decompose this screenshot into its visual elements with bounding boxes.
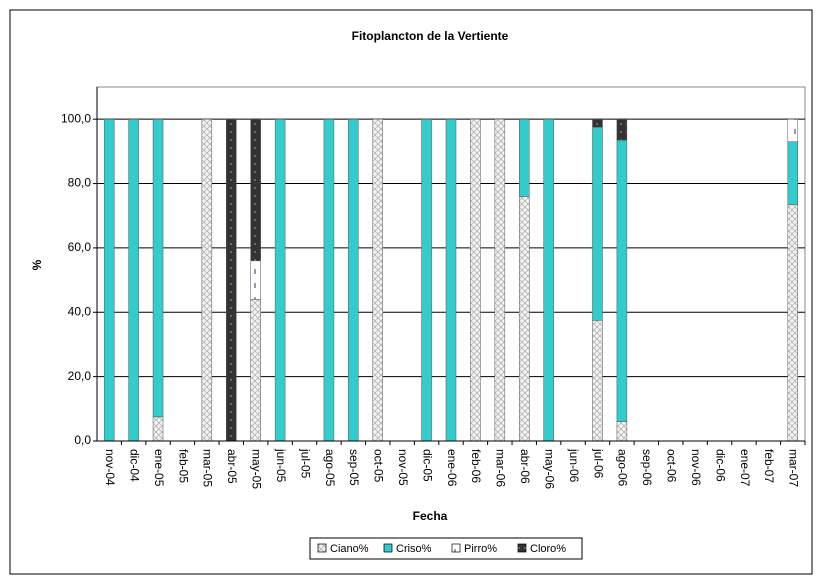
bar-segment xyxy=(518,196,530,442)
x-tick-label: feb-06 xyxy=(469,449,483,483)
y-tick-label: 0,0 xyxy=(74,433,91,447)
bar-segment xyxy=(616,139,628,422)
x-axis-label: Fecha xyxy=(413,509,448,523)
bar-segment xyxy=(372,118,384,442)
legend-box xyxy=(309,537,583,560)
bar-segment xyxy=(616,118,628,141)
y-tick-label: 100,0 xyxy=(61,111,91,125)
x-tick-label: jun-05 xyxy=(274,448,288,483)
bar-segment xyxy=(787,204,799,442)
bar-segment xyxy=(103,118,115,442)
bar-segment xyxy=(250,118,261,262)
x-tick-label: sep-06 xyxy=(640,449,654,486)
x-tick-label: dic-04 xyxy=(127,449,141,482)
bar-segment xyxy=(128,118,139,442)
x-tick-label: mar-07 xyxy=(787,449,801,487)
x-tick-label: jul-05 xyxy=(298,448,312,479)
x-tick-label: ago-06 xyxy=(616,449,630,487)
x-tick-label: nov-06 xyxy=(689,449,703,486)
x-tick-label: nov-04 xyxy=(103,449,117,486)
legend-swatch xyxy=(383,543,393,553)
x-tick-label: mar-06 xyxy=(494,449,508,487)
y-tick-label: 80,0 xyxy=(68,176,92,190)
x-tick-label: nov-05 xyxy=(396,449,410,486)
x-tick-label: ene-07 xyxy=(738,449,752,487)
bar-segment xyxy=(518,118,530,197)
bar-segment xyxy=(152,416,164,442)
legend-swatch xyxy=(317,543,327,553)
y-tick-label: 60,0 xyxy=(68,240,92,254)
bar-segment xyxy=(152,118,164,418)
x-tick-label: dic-06 xyxy=(713,449,727,482)
x-tick-label: dic-05 xyxy=(420,449,434,482)
bar-segment xyxy=(274,118,286,442)
bar-segment xyxy=(543,118,554,442)
y-axis-label: % xyxy=(30,259,44,270)
legend-label: Ciano% xyxy=(330,543,369,555)
x-tick-label: feb-07 xyxy=(762,449,776,483)
x-tick-label: may-05 xyxy=(250,449,264,489)
bar-segment xyxy=(250,299,261,442)
bar-segment xyxy=(348,118,359,442)
bar-segment xyxy=(592,126,603,321)
bar-segment xyxy=(592,320,603,442)
legend-swatch xyxy=(451,543,461,553)
bar-segment xyxy=(787,118,799,142)
chart-title: Fitoplancton de la Vertiente xyxy=(352,29,509,43)
x-tick-label: ago-05 xyxy=(323,449,337,487)
bar-segment xyxy=(445,118,457,442)
legend-swatch xyxy=(517,543,527,553)
bar-segment xyxy=(250,260,261,300)
bar-segment xyxy=(201,118,213,442)
x-tick-label: ene-05 xyxy=(152,449,166,487)
bar-segment xyxy=(470,118,481,442)
bar-segment xyxy=(787,141,799,205)
bar-segment xyxy=(421,118,432,442)
legend-label: Cloro% xyxy=(530,543,566,555)
x-tick-label: mar-05 xyxy=(201,449,215,487)
x-tick-label: may-06 xyxy=(542,449,556,489)
legend-label: Criso% xyxy=(396,543,432,555)
x-tick-label: ene-06 xyxy=(445,449,459,487)
bar-segment xyxy=(323,118,335,442)
x-tick-label: jun-06 xyxy=(567,448,581,483)
bar-segment xyxy=(226,118,237,442)
legend-label: Pirro% xyxy=(464,543,497,555)
x-tick-label: abr-05 xyxy=(225,449,239,484)
x-tick-label: abr-06 xyxy=(518,449,532,484)
x-tick-label: jul-06 xyxy=(591,448,605,479)
x-tick-label: sep-05 xyxy=(347,449,361,486)
bar-segment xyxy=(592,118,603,128)
x-tick-label: feb-05 xyxy=(176,449,190,483)
x-tick-label: oct-06 xyxy=(665,449,679,483)
bar-segment xyxy=(616,421,628,442)
y-tick-label: 40,0 xyxy=(68,304,92,318)
y-tick-label: 20,0 xyxy=(68,369,92,383)
bar-segment xyxy=(494,118,506,442)
x-tick-label: oct-05 xyxy=(372,449,386,483)
